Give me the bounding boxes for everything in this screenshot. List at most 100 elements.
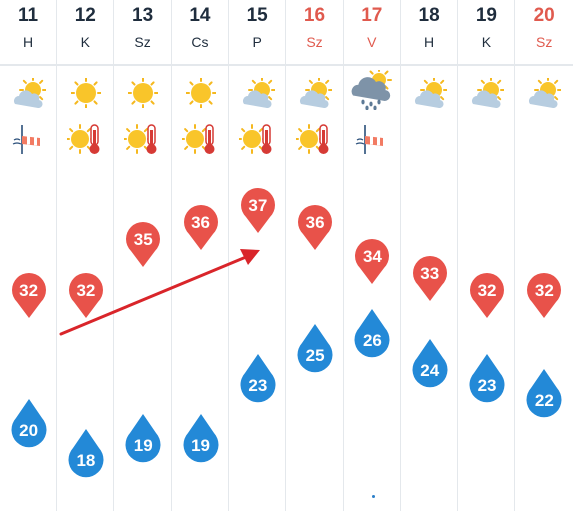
min-temperature-drop: 19 — [181, 412, 221, 464]
max-temperature-value: 35 — [133, 230, 153, 249]
max-temperature-value: 32 — [477, 281, 497, 300]
max-temperature-value: 33 — [420, 264, 440, 283]
sun-behind-cloud-icon — [527, 76, 563, 113]
min-temperature-drop: 23 — [238, 352, 278, 404]
min-temperature-drop: 20 — [9, 397, 49, 449]
min-temperature-drop: 26 — [352, 307, 392, 359]
day-header: 16 Sz — [287, 0, 343, 62]
header-separator — [0, 64, 573, 66]
day-header: 12 K — [57, 0, 113, 62]
day-column[interactable]: 14 Cs 36 19 — [172, 0, 229, 511]
day-number: 14 — [189, 5, 211, 26]
min-temperature-value: 26 — [362, 331, 382, 350]
max-temperature-pin: 32 — [66, 270, 106, 320]
min-temperature-value: 19 — [133, 436, 153, 455]
max-temperature-value: 36 — [305, 213, 325, 232]
day-abbreviation: K — [481, 34, 492, 50]
day-abbreviation: Sz — [306, 34, 323, 50]
day-header: 11 H — [0, 0, 56, 62]
day-header: 15 P — [229, 0, 285, 62]
max-temperature-value: 37 — [248, 196, 268, 215]
max-temperature-pin: 36 — [295, 202, 335, 252]
day-abbreviation: Sz — [134, 34, 151, 50]
day-header: 18 H — [401, 0, 457, 62]
windsock-icon — [353, 122, 391, 161]
min-temperature-drop: 23 — [467, 352, 507, 404]
day-abbreviation: V — [367, 34, 377, 50]
min-temperature-drop: 24 — [410, 337, 450, 389]
min-temperature-value: 25 — [305, 346, 325, 365]
day-column[interactable]: 17 V 34 26 — [344, 0, 401, 511]
sun-icon — [69, 77, 102, 113]
day-header: 20 Sz — [516, 0, 573, 62]
sun-behind-cloud-icon — [413, 76, 448, 113]
day-number: 16 — [303, 5, 326, 26]
day-header: 17 V — [344, 0, 400, 62]
day-number: 11 — [17, 5, 39, 26]
sun-behind-cloud-icon — [470, 76, 506, 113]
sun-behind-cloud-icon — [298, 76, 334, 113]
hot-thermometer-icon — [122, 122, 162, 161]
max-temperature-value: 32 — [76, 281, 96, 300]
hot-thermometer-icon — [179, 122, 220, 161]
day-header: 14 Cs — [172, 0, 228, 62]
max-temperature-pin: 34 — [352, 236, 392, 286]
max-temperature-value: 36 — [191, 213, 210, 232]
min-temperature-value: 18 — [76, 451, 96, 470]
sun-behind-cloud-icon — [12, 76, 47, 113]
day-column[interactable]: 16 Sz 36 25 — [287, 0, 344, 511]
max-temperature-pin: 37 — [238, 185, 278, 235]
sun-icon — [127, 77, 160, 113]
day-abbreviation: K — [80, 34, 90, 50]
max-temperature-pin: 35 — [123, 219, 163, 269]
min-temperature-drop: 19 — [123, 412, 163, 464]
max-temperature-value: 32 — [534, 281, 554, 300]
day-number: 13 — [132, 5, 154, 26]
day-number: 20 — [533, 5, 555, 26]
max-temperature-pin: 32 — [467, 270, 507, 320]
max-temperature-value: 32 — [19, 281, 39, 300]
day-number: 17 — [361, 5, 383, 26]
max-temperature-pin: 32 — [9, 270, 49, 320]
day-header: 13 Sz — [115, 0, 171, 62]
day-abbreviation: P — [252, 34, 262, 50]
scroll-indicator-dot — [372, 495, 375, 498]
sun-icon — [184, 77, 217, 113]
min-temperature-value: 23 — [477, 376, 497, 395]
day-column[interactable]: 19 K 32 23 — [458, 0, 516, 511]
hot-thermometer-icon — [64, 122, 105, 161]
min-temperature-value: 23 — [248, 376, 268, 395]
max-temperature-pin: 33 — [410, 253, 450, 303]
max-temperature-value: 34 — [362, 247, 382, 266]
sun-behind-cloud-icon — [241, 76, 276, 113]
min-temperature-value: 19 — [191, 436, 210, 455]
day-number: 19 — [475, 5, 497, 26]
hot-thermometer-icon — [236, 122, 277, 161]
windsock-icon — [10, 122, 48, 161]
min-temperature-drop: 25 — [295, 322, 335, 374]
hot-thermometer-icon — [294, 122, 334, 161]
day-number: 15 — [246, 5, 268, 26]
max-temperature-pin: 36 — [181, 202, 221, 252]
day-number: 12 — [74, 5, 96, 26]
day-abbreviation: Sz — [536, 34, 553, 50]
day-header: 19 K — [458, 0, 514, 62]
rain-cloud-icon — [351, 67, 393, 115]
day-number: 18 — [418, 5, 440, 26]
day-abbreviation: H — [22, 34, 34, 50]
day-column[interactable]: 15 P 37 23 — [229, 0, 287, 511]
day-column[interactable]: 11 H 32 20 — [0, 0, 57, 511]
min-temperature-value: 22 — [534, 391, 554, 410]
day-column[interactable]: 18 H 33 24 — [401, 0, 459, 511]
day-abbreviation: H — [424, 34, 435, 50]
day-column[interactable]: 13 Sz 35 19 — [115, 0, 172, 511]
day-column[interactable]: 12 K 32 18 — [57, 0, 115, 511]
min-temperature-value: 20 — [19, 421, 39, 440]
day-abbreviation: Cs — [191, 34, 209, 50]
min-temperature-value: 24 — [420, 361, 440, 380]
day-column[interactable]: 20 Sz 32 22 — [516, 0, 573, 511]
max-temperature-pin: 32 — [524, 270, 564, 320]
min-temperature-drop: 18 — [66, 427, 106, 479]
min-temperature-drop: 22 — [524, 367, 564, 419]
